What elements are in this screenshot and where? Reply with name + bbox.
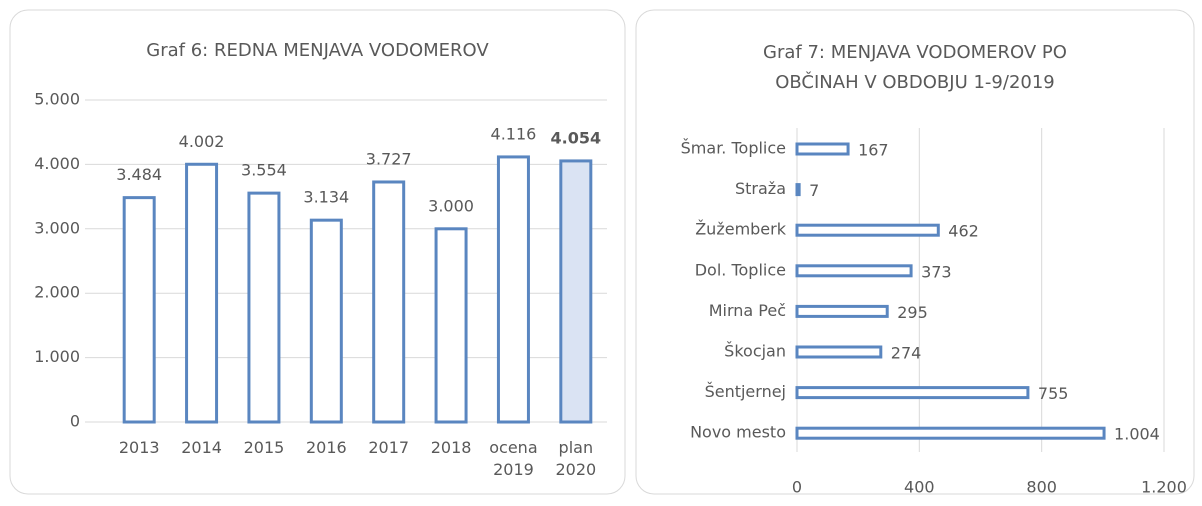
bar [795,183,801,197]
bar [122,196,156,424]
chart-title: Graf 7: MENJAVA VODOMEROV PO OBČINAH V O… [763,42,1067,93]
bar [247,191,281,424]
x-tick-label: 2013 [118,438,160,457]
value-label: 462 [948,222,979,241]
value-label: 4.002 [179,132,225,151]
panel [9,9,626,495]
x-tick-label: plan 2020 [555,438,597,479]
x-tick-label: 2014 [181,438,222,457]
value-label: 755 [1038,384,1069,403]
bar [434,227,468,424]
x-tick-label: 2018 [430,438,472,457]
x-tick-label: ocena 2019 [489,438,538,479]
bar [309,218,343,424]
y-tick-label: Mirna Peč [709,301,786,320]
bar [795,426,1106,440]
y-tick-label: Žužemberk [695,220,787,239]
value-label: 1.004 [1114,425,1160,444]
value-label: 4.054 [551,128,602,147]
y-tick-label: 1.000 [34,347,80,366]
value-label: 274 [891,344,922,363]
bar [795,386,1030,400]
x-tick-label: 0 [792,478,802,497]
x-tick-label: 400 [904,478,935,497]
value-label: 3.727 [366,149,412,168]
bar [559,159,593,424]
y-tick-label: Šentjernej [705,382,786,401]
bar [795,345,883,359]
y-tick-label: 4.000 [34,154,80,173]
value-label: 3.554 [241,161,287,180]
bar [496,155,530,424]
value-label: 373 [921,262,952,281]
y-tick-label: Škocjan [724,342,786,361]
x-tick-label: 1.200 [1141,478,1187,497]
x-tick-label: 800 [1026,478,1057,497]
y-tick-label: 2.000 [34,283,80,302]
bar [795,142,850,156]
x-tick-label: 2016 [305,438,347,457]
bar [185,162,219,424]
value-label: 3.000 [428,196,474,215]
bar [372,180,406,424]
y-tick-label: Dol. Toplice [695,260,786,279]
value-label: 4.116 [491,124,537,143]
value-label: 167 [858,141,889,160]
value-label: 3.134 [303,188,349,207]
panel [635,9,1195,495]
value-label: 7 [809,181,819,200]
value-label: 295 [897,303,928,322]
y-tick-label: Novo mesto [690,423,786,442]
y-tick-label: 0 [70,412,80,431]
y-tick-label: 3.000 [34,218,80,237]
y-tick-label: Straža [735,179,786,198]
bar [795,304,889,318]
y-tick-label: 5.000 [34,90,80,109]
bar [795,264,913,278]
x-tick-label: 2017 [368,438,410,457]
x-tick-label: 2015 [243,438,285,457]
value-label: 3.484 [116,165,162,184]
chart-title: Graf 6: REDNA MENJAVA VODOMEROV [146,40,489,61]
bar [795,223,940,237]
y-tick-label: Šmar. Toplice [681,139,786,158]
